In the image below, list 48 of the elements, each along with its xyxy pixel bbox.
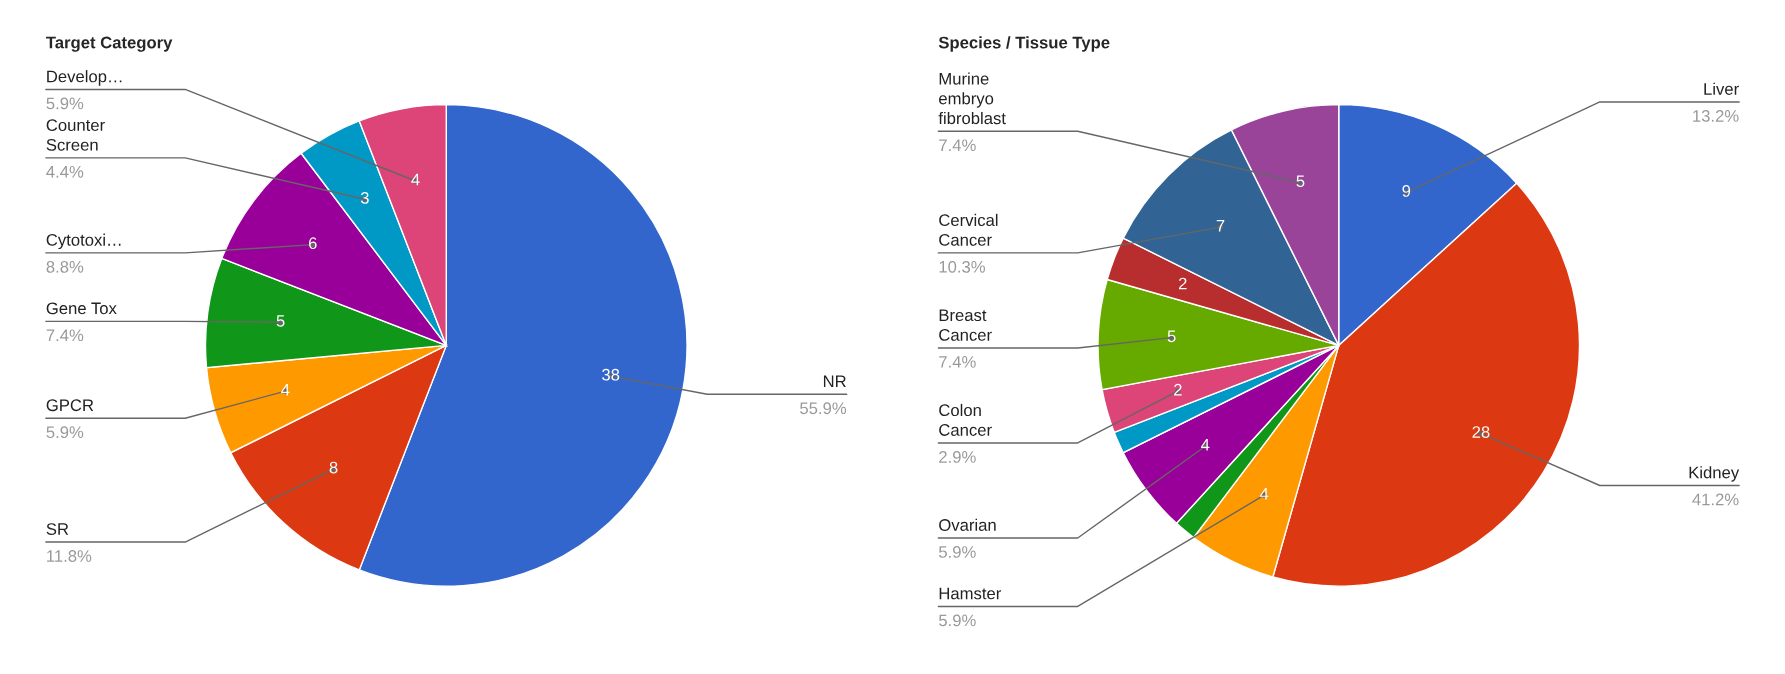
data-label: 28	[1472, 426, 1490, 438]
slice-label: Hamster	[939, 587, 1002, 600]
text: 7.4%	[939, 139, 976, 152]
data-label: 8	[329, 461, 338, 474]
text: 7.4%	[46, 329, 84, 342]
text: 2.9%	[939, 451, 976, 463]
text: 10.3%	[939, 260, 985, 273]
text: 5.9%	[939, 546, 976, 558]
text: 4.4%	[46, 165, 84, 178]
data-label: 2	[1174, 383, 1182, 396]
text: 13.2%	[1693, 110, 1739, 122]
text: 5.9%	[939, 614, 976, 627]
slice-label: Gene Tox	[46, 302, 117, 315]
text: 5.9%	[46, 426, 84, 439]
slice-label: Colon Cancer	[939, 403, 992, 436]
chart-title: Species / Tissue Type	[938, 36, 1110, 52]
slice-label: GPCR	[46, 399, 94, 412]
data-label: 5	[276, 315, 285, 327]
text: 7.4%	[939, 356, 976, 368]
slice-label: Develop…	[47, 70, 122, 86]
text: 41.2%	[1692, 493, 1739, 506]
slice-label: Cytotoxi…	[46, 233, 121, 250]
data-label: 4	[1201, 439, 1210, 451]
data-label: 5	[1296, 175, 1305, 188]
data-label: 38	[602, 368, 620, 381]
data-label: 6	[308, 237, 317, 250]
data-label: 3	[360, 191, 369, 204]
slice-label: NR	[823, 375, 846, 388]
slice-label: Breast Cancer	[939, 309, 992, 341]
slice-label: Cervical Cancer	[939, 213, 998, 246]
slice-label: Liver	[1704, 82, 1739, 95]
data-label: 5	[1167, 330, 1176, 343]
data-label: 4	[281, 384, 290, 396]
slice-label: Murine embryo fibroblast	[938, 72, 1006, 125]
data-label: 2	[1178, 277, 1187, 290]
data-label: 9	[1402, 185, 1411, 197]
chart-title: Target Category	[46, 36, 173, 52]
text: 55.9%	[800, 402, 847, 415]
slice-label: Ovarian	[939, 518, 996, 531]
data-label: 7	[1216, 219, 1225, 232]
text: 11.8%	[47, 550, 92, 562]
data-label: 4	[411, 173, 420, 186]
slice-label: Counter Screen	[46, 119, 105, 151]
slice-label: Kidney	[1689, 466, 1740, 482]
text: 8.8%	[46, 260, 84, 273]
data-label: 4	[1259, 487, 1269, 500]
slice-label: SR	[46, 523, 69, 535]
text: 5.9%	[46, 97, 84, 110]
